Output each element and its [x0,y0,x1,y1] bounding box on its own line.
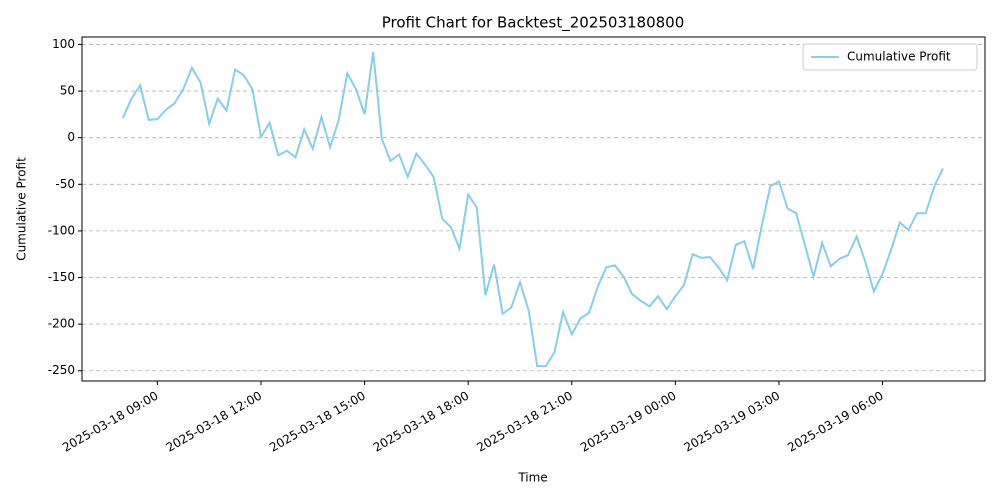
y-tick-label: -50 [55,177,75,191]
x-axis-label: Time [517,471,547,485]
x-tick-label: 2025-03-19 00:00 [578,389,679,455]
y-tick-label: 0 [67,130,75,144]
profit-line [121,51,944,368]
plot-frame [81,36,986,382]
x-tick-label: 2025-03-18 09:00 [60,389,161,455]
x-tick-label: 2025-03-18 15:00 [267,389,368,455]
y-axis-label: Cumulative Profit [15,157,29,261]
x-tick-label: 2025-03-19 06:00 [785,389,886,455]
y-tick-label: 50 [60,84,75,98]
y-tick-label: -250 [48,363,75,377]
x-tick-label: 2025-03-19 03:00 [682,389,783,455]
x-tick-label: 2025-03-18 12:00 [164,389,265,455]
y-tick-label: -200 [48,317,75,331]
x-tick-label: 2025-03-18 21:00 [474,389,575,455]
legend-box [802,43,978,71]
x-tick-label: 2025-03-18 18:00 [371,389,472,455]
chart-title: Profit Chart for Backtest_202503180800 [382,14,685,33]
legend-label: Cumulative Profit [847,50,951,64]
legend: Cumulative Profit [802,43,978,71]
y-tick-label: -100 [48,223,75,237]
y-tick-label: -150 [48,270,75,284]
y-tick-label: 100 [52,37,75,51]
